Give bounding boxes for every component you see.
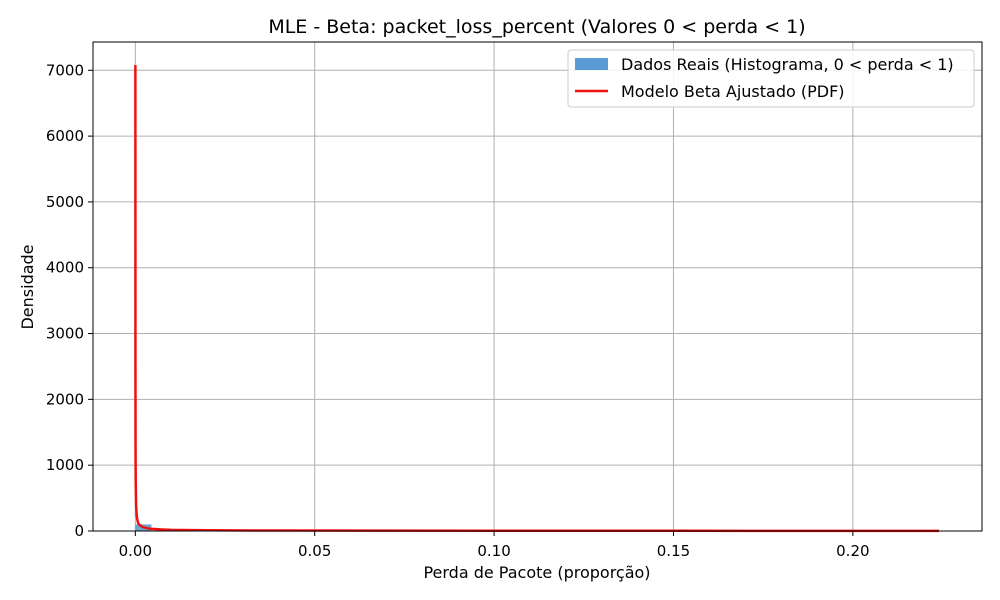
y-tick-label: 6000 <box>46 127 84 145</box>
legend-box <box>567 49 975 108</box>
y-tick-label: 7000 <box>46 61 84 79</box>
legend: Dados Reais (Histograma, 0 < perda < 1) … <box>567 49 975 108</box>
y-tick-label: 0 <box>74 522 84 540</box>
legend-pdf-label: Modelo Beta Ajustado (PDF) <box>621 82 845 101</box>
y-tick-label: 2000 <box>46 390 84 408</box>
legend-histogram-label: Dados Reais (Histograma, 0 < perda < 1) <box>621 55 954 74</box>
y-tick-label: 1000 <box>46 456 84 474</box>
legend-histogram-swatch <box>575 58 608 70</box>
x-tick-label: 0.10 <box>477 542 510 560</box>
x-axis-title: Perda de Pacote (proporção) <box>423 563 650 582</box>
grid-layer <box>93 42 982 532</box>
plot-frame <box>92 41 983 532</box>
y-tick-label: 3000 <box>46 325 84 343</box>
x-tick-label: 0.20 <box>836 542 869 560</box>
x-tick-label: 0.00 <box>119 542 152 560</box>
x-tick-label: 0.05 <box>298 542 331 560</box>
chart-title: MLE - Beta: packet_loss_percent (Valores… <box>268 16 805 38</box>
y-axis-title: Densidade <box>18 244 37 329</box>
x-tick-label: 0.15 <box>657 542 690 560</box>
y-tick-label: 5000 <box>46 193 84 211</box>
ticks-layer: 0.00 0.05 0.10 0.15 0.20 0 1000 2000 3000 4000 500… <box>46 61 870 560</box>
y-tick-label: 4000 <box>46 259 84 277</box>
